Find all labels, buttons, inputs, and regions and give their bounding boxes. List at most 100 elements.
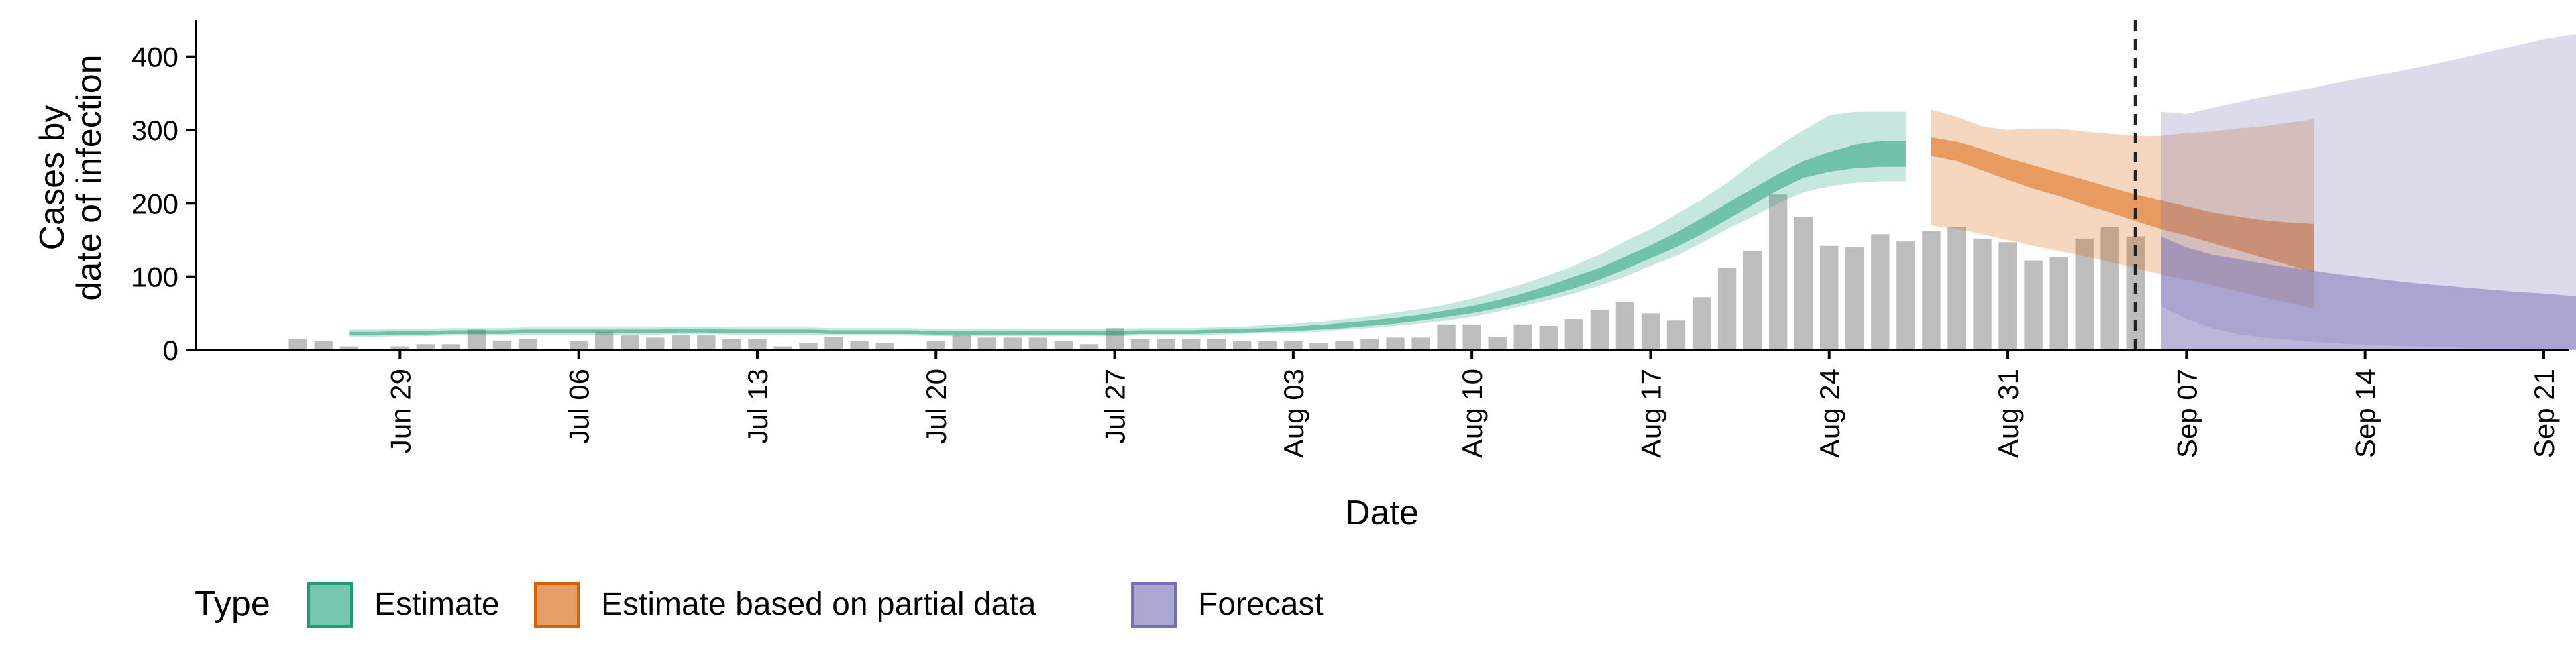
legend-key-partial [534,582,580,628]
observed-bar [824,337,843,350]
observed-bar [288,339,307,350]
legend-label-forecast: Forecast [1198,587,1324,622]
x-tick-label: Sep 21 [2528,369,2560,458]
legend-title: Type [195,585,270,624]
observed-bar [952,335,971,350]
legend-key-estimate [307,582,353,628]
series-1-band-50 [1931,137,2314,273]
observed-bar [1130,339,1150,350]
observed-bar [697,335,716,350]
x-tick-label: Jul 06 [564,369,595,444]
observed-bar [1258,341,1277,350]
observed-bar [621,335,639,350]
observed-bar [1666,320,1686,350]
observed-bar [1488,337,1507,350]
observed-bar [1743,251,1762,350]
observed-bar [1233,341,1252,350]
observed-bar [1284,341,1303,350]
observed-bar [646,337,665,350]
legend-label-estimate: Estimate [374,587,500,622]
observed-bar [1411,337,1430,350]
observed-bar [2049,257,2068,350]
y-axis-title-line-1: Cases by [33,105,72,251]
observed-bar [518,339,537,350]
x-tick-label: Aug 31 [1992,369,2024,458]
observed-bar [569,341,588,350]
observed-bar [799,343,818,350]
observed-bar [1692,297,1711,350]
observed-bar [1462,324,1481,350]
observed-bar [2024,260,2043,350]
observed-bar [773,346,792,350]
observed-bar [1437,324,1456,350]
observed-bar [1845,247,1864,350]
observed-bar [1360,339,1379,350]
estimate-bands [349,34,2576,350]
observed-bar [1386,337,1405,350]
observed-bar [1181,339,1201,350]
x-tick-label: Jun 29 [384,369,416,453]
series-0-band-90 [349,111,1906,337]
observed-bar [416,344,435,350]
x-tick-label: Sep 14 [2350,369,2381,458]
observed-bar [672,335,690,350]
observed-bar [1947,227,1966,350]
observed-bar [390,346,410,350]
observed-bar [2075,238,2094,350]
x-tick-label: Aug 03 [1278,369,1309,458]
x-tick-label: Aug 10 [1456,369,1488,458]
x-tick-label: Aug 17 [1635,369,1666,458]
observed-bar [1768,194,1788,350]
y-tick-label: 100 [131,261,178,293]
y-tick-label: 300 [131,115,178,146]
x-tick-label: Jul 13 [742,369,773,444]
observed-bar [1208,339,1226,350]
observed-bar [722,339,741,350]
observed-bar [1973,238,1992,350]
observed-bar [492,340,512,350]
x-axis-title: Date [1345,493,1419,532]
observed-bar [1513,324,1532,350]
observed-bar [1998,242,2017,350]
observed-bar [1922,231,1941,350]
observed-bar [594,331,614,350]
observed-bar [977,337,997,350]
series-2-band-50 [2161,236,2576,350]
axes: 0 100 200 300 400 Jun 29 Jul 06 Jul 13 Jul 20 Jul… [131,20,2569,458]
observed-bar [1641,313,1660,350]
observed-bar [1156,339,1175,350]
x-tick-label: Jul 27 [1099,369,1131,444]
observed-bar [1564,319,1584,350]
x-tick-label: Aug 24 [1814,369,1845,458]
y-axis-title: Cases by date of infection [33,54,109,300]
observed-bar [339,346,358,350]
observed-bar [926,341,945,350]
observed-bar [1539,325,1558,350]
y-tick-label: 0 [163,335,178,366]
y-tick-label: 200 [131,188,178,219]
legend: Type Estimate Estimate based on partial … [195,582,1324,628]
legend-label-partial: Estimate based on partial data [601,587,1036,622]
observed-bar [1794,217,1813,350]
observed-bar [1717,268,1737,350]
observed-bar [875,343,894,350]
observed-bar [850,341,869,350]
x-tick-label: Sep 07 [2171,369,2202,458]
y-axis-title-line-2: date of infection [70,54,109,300]
x-tick-label: Jul 20 [920,369,952,444]
y-tick-label: 400 [131,42,178,73]
observed-bar [314,341,333,350]
legend-key-forecast [1131,582,1177,628]
observed-bar [1871,234,1890,350]
observed-bar [1079,344,1099,350]
observed-bar [1590,309,1609,350]
observed-bar [1003,337,1022,350]
observed-bar [1335,341,1354,350]
observed-bar [1309,343,1328,350]
observed-bar [1820,245,1839,350]
observed-bar [1028,337,1048,350]
observed-bar [1615,302,1635,350]
series-0-band-50 [349,141,1906,336]
observed-bar [748,339,767,350]
observed-cases-bars [288,194,2145,350]
